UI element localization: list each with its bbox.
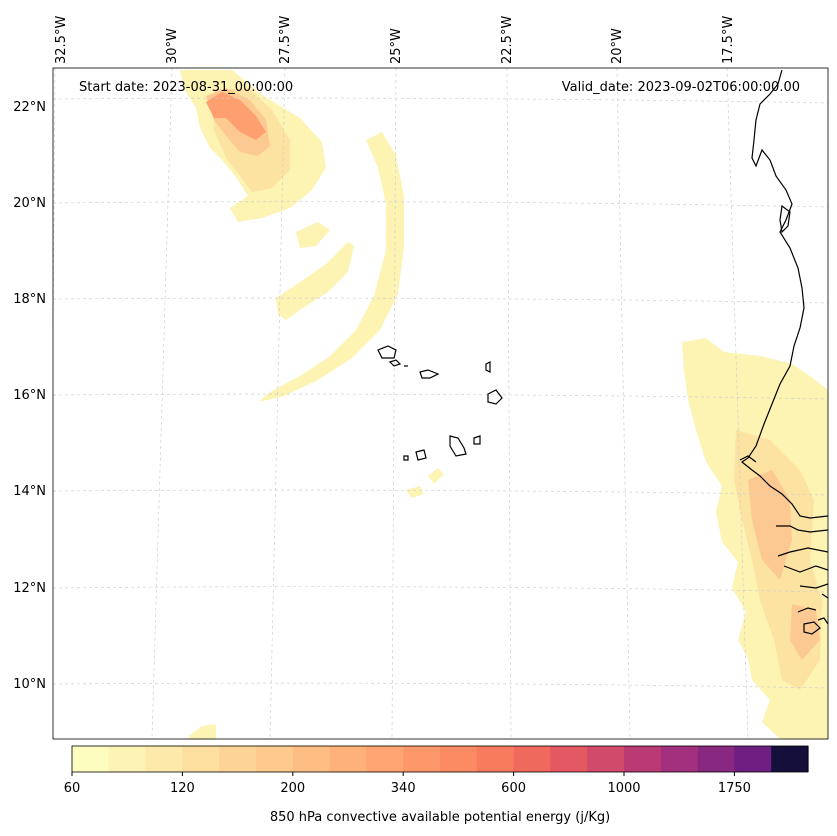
coastlines <box>377 69 828 635</box>
colorbar-swatch <box>513 746 551 772</box>
colorbar-swatch <box>366 746 404 772</box>
colorbar-swatches <box>72 746 809 772</box>
colorbar-swatch <box>587 746 625 772</box>
lat-label: 10°N <box>13 677 46 692</box>
colorbar-swatch <box>476 746 515 772</box>
colorbar-swatch <box>624 746 662 772</box>
colorbar-swatch <box>292 746 331 772</box>
lon-label: 25°W <box>389 28 404 64</box>
island-sao-vicente <box>388 359 402 367</box>
lon-label: 20°W <box>610 28 625 64</box>
coast-guinea-bissau <box>777 547 828 599</box>
colorbar-swatch <box>440 746 478 772</box>
lat-label: 14°N <box>13 484 46 499</box>
island-maio <box>473 435 481 445</box>
colorbar-swatch <box>219 746 257 772</box>
latitude-labels: 22°N 20°N 18°N 16°N 14°N 12°N 10°N <box>13 100 46 692</box>
cape-patch-bottom <box>188 724 216 739</box>
colorbar-tick-label: 600 <box>501 781 526 796</box>
colorbar-swatch <box>182 746 220 772</box>
cape-patch-south <box>406 486 424 498</box>
cape-arc-band <box>258 132 404 402</box>
lat-label: 22°N <box>13 100 46 115</box>
lat-label: 18°N <box>13 292 46 307</box>
colorbar-swatch <box>72 746 110 772</box>
colorbar-tick-label: 120 <box>170 781 195 796</box>
colorbar-frame <box>71 745 809 773</box>
colorbar-swatch <box>771 746 809 772</box>
start-date-label: Start date: 2023-08-31_00:00:00 <box>79 80 293 95</box>
island-santiago <box>449 435 467 457</box>
colorbar-tick-label: 340 <box>391 781 416 796</box>
colorbar-label: 850 hPa convective available potential e… <box>270 810 610 825</box>
lon-label: 17.5°W <box>721 16 736 64</box>
colorbar-swatch <box>550 746 588 772</box>
coast-gambia <box>776 525 828 533</box>
colorbar-swatch <box>697 746 735 772</box>
gridlines <box>53 68 828 739</box>
coast-dakar <box>739 455 757 463</box>
colorbar-tick-label: 200 <box>280 781 305 796</box>
lat-label: 16°N <box>13 388 46 403</box>
cape-field-peak <box>206 92 266 140</box>
island-boa-vista <box>487 389 503 405</box>
colorbar-ticks: 60 120 200 340 600 1000 1750 <box>64 772 751 796</box>
valid-date-label: Valid_date: 2023-09-02T06:00:00.00 <box>562 80 800 95</box>
coast-west-africa <box>740 69 828 519</box>
island-sal <box>485 361 491 373</box>
island-brava <box>403 455 409 461</box>
colorbar-tick-label: 60 <box>64 781 81 796</box>
lon-label: 32.5°W <box>54 16 69 64</box>
map-frame <box>52 67 829 740</box>
cape-patch-south-2 <box>428 468 444 484</box>
coast-blanc-cape <box>779 204 791 234</box>
lon-label: 27.5°W <box>278 16 293 64</box>
map-content <box>53 68 828 739</box>
colorbar: 60 120 200 340 600 1000 1750 850 hPa convectiv… <box>64 745 809 825</box>
colorbar-tick-label: 1000 <box>607 781 640 796</box>
lon-label: 22.5°W <box>500 16 515 64</box>
lon-label: 30°W <box>165 28 180 64</box>
island-sao-nicolau <box>419 369 440 379</box>
colorbar-swatch <box>660 746 699 772</box>
lat-label: 20°N <box>13 196 46 211</box>
colorbar-swatch <box>108 746 147 772</box>
cape-patch-small <box>296 222 330 248</box>
colorbar-swatch <box>403 746 441 772</box>
island-santo-antao <box>377 345 397 359</box>
colorbar-swatch <box>329 746 367 772</box>
cape-streak <box>276 242 354 320</box>
lat-label: 12°N <box>13 581 46 596</box>
island-fogo <box>415 449 427 461</box>
colorbar-swatch <box>734 746 772 772</box>
colorbar-tick-label: 1750 <box>718 781 751 796</box>
colorbar-swatch <box>256 746 294 772</box>
longitude-labels: 32.5°W 30°W 27.5°W 25°W 22.5°W 20°W 17.5… <box>54 16 736 64</box>
colorbar-swatch <box>145 746 183 772</box>
coast-bijagos <box>797 607 828 635</box>
